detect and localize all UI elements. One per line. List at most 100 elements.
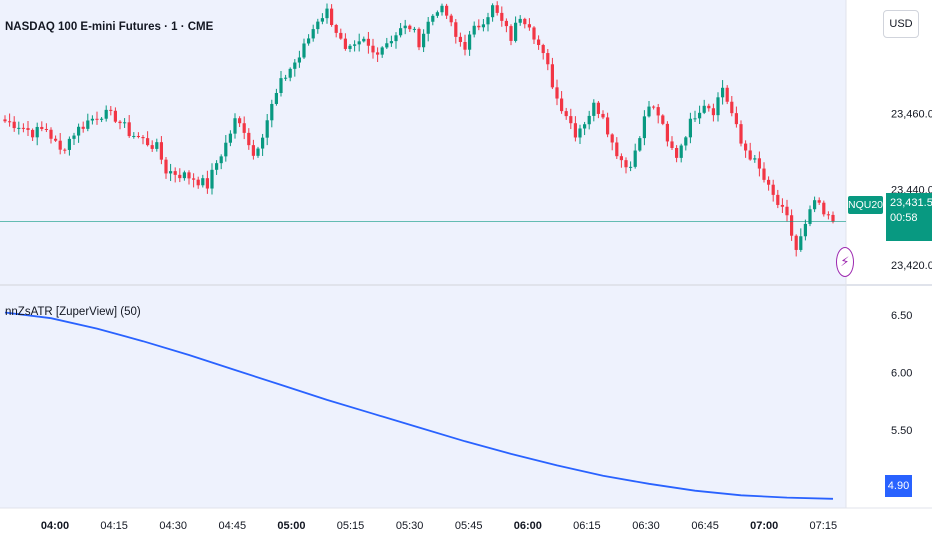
indicator-pane[interactable]: [0, 286, 846, 508]
candle: [477, 19, 481, 31]
candle: [606, 112, 610, 138]
candle: [780, 198, 784, 213]
candle: [408, 24, 412, 32]
candle: [279, 70, 283, 97]
indicator-title[interactable]: nnZsATR [ZuperView] (50): [5, 306, 141, 318]
candle: [132, 132, 136, 139]
time-tick-label: 04:45: [219, 520, 247, 532]
candle: [233, 113, 237, 139]
price-tick-label: 23,460.00: [891, 109, 932, 121]
candle: [334, 23, 338, 38]
candle: [187, 170, 191, 185]
candle: [560, 91, 564, 114]
candle: [615, 137, 619, 159]
candle: [127, 115, 131, 138]
candle: [592, 99, 596, 122]
candle: [316, 18, 320, 34]
candle: [81, 121, 85, 133]
candle: [339, 28, 343, 40]
candle: [31, 128, 35, 141]
candle: [58, 133, 62, 155]
candle: [564, 107, 568, 120]
candle: [325, 3, 329, 24]
candle: [371, 38, 375, 59]
candle: [587, 110, 591, 130]
candle: [159, 136, 163, 165]
candle: [744, 140, 748, 158]
candle: [274, 88, 278, 106]
candle: [330, 4, 334, 27]
time-tick-label: 05:00: [277, 520, 305, 532]
candle: [702, 99, 706, 115]
last-price-tag: 23,431.50 00:58: [886, 193, 932, 241]
main-pane[interactable]: [0, 0, 846, 284]
candle: [698, 105, 702, 125]
candle: [647, 100, 651, 118]
candle: [509, 24, 513, 46]
candle: [445, 3, 449, 20]
candle: [242, 116, 246, 140]
candle: [537, 35, 541, 50]
candle: [771, 179, 775, 202]
candle: [734, 106, 738, 128]
candle: [454, 19, 458, 44]
candle: [670, 136, 674, 150]
candle: [518, 15, 522, 26]
candle: [348, 44, 352, 53]
candle: [362, 36, 366, 43]
candle: [638, 136, 642, 152]
candle: [504, 18, 508, 33]
candle: [12, 116, 16, 132]
candle: [288, 67, 292, 82]
candle: [491, 3, 495, 22]
candle: [169, 163, 173, 182]
candle: [320, 13, 324, 25]
candle: [449, 13, 453, 27]
candle: [49, 127, 53, 144]
candle: [426, 17, 430, 42]
candle: [601, 110, 605, 120]
candle: [284, 74, 288, 81]
candle: [550, 57, 554, 90]
candle: [261, 133, 265, 156]
time-tick-label: 06:15: [573, 520, 601, 532]
candle: [270, 99, 274, 128]
indicator-value-tag: 4.90: [885, 475, 912, 497]
price-scale[interactable]: 23,460.0023,440.0023,420.00: [891, 109, 932, 272]
candle: [458, 32, 462, 47]
indicator-tick-label: 6.50: [891, 310, 912, 322]
candle: [431, 14, 435, 26]
candle: [633, 143, 637, 169]
candle: [785, 199, 789, 222]
candle: [527, 18, 531, 31]
candle: [481, 19, 485, 32]
candle: [182, 170, 186, 181]
candle: [629, 161, 633, 172]
candle: [77, 123, 81, 143]
lightning-icon[interactable]: ⚡: [836, 247, 854, 277]
indicator-scale[interactable]: 6.506.005.505.00: [891, 310, 912, 495]
candle: [730, 96, 734, 117]
candle: [541, 43, 545, 60]
time-tick-label: 05:15: [337, 520, 365, 532]
chart-title[interactable]: NASDAQ 100 E-mini Futures · 1 · CME: [5, 21, 214, 33]
candle: [72, 132, 76, 146]
time-axis[interactable]: 04:00 04:15 04:30 04:45 05:00 05:15 05:30 05:45…: [41, 520, 837, 532]
candle: [215, 160, 219, 175]
time-tick-label: 07:15: [810, 520, 838, 532]
candle: [762, 162, 766, 183]
candle: [721, 80, 725, 105]
currency-button[interactable]: USD: [883, 10, 919, 38]
candle: [716, 92, 720, 122]
candle: [739, 120, 743, 147]
candle: [90, 115, 94, 125]
candle: [665, 121, 669, 147]
candle: [3, 115, 7, 123]
symbol-tag: NQU2025: [848, 196, 895, 214]
candle: [472, 21, 476, 38]
candle: [150, 140, 154, 152]
candle: [707, 103, 711, 112]
candle: [113, 107, 117, 124]
candle: [155, 138, 159, 152]
